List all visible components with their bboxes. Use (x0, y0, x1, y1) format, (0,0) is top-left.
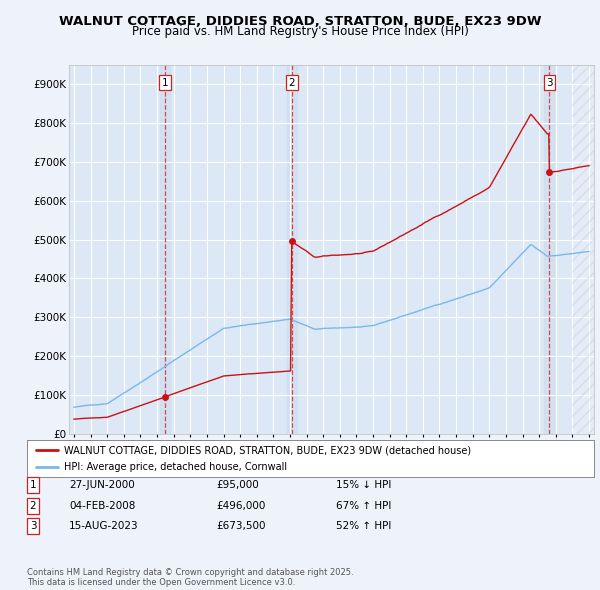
Text: 3: 3 (546, 78, 553, 88)
Text: 1: 1 (162, 78, 169, 88)
Text: WALNUT COTTAGE, DIDDIES ROAD, STRATTON, BUDE, EX23 9DW: WALNUT COTTAGE, DIDDIES ROAD, STRATTON, … (59, 15, 541, 28)
Bar (160, 65, 170, 434)
Bar (287, 65, 296, 434)
Text: 15% ↓ HPI: 15% ↓ HPI (336, 480, 391, 490)
Bar (544, 65, 554, 434)
Text: 27-JUN-2000: 27-JUN-2000 (69, 480, 135, 490)
Text: £673,500: £673,500 (216, 522, 265, 531)
Text: 15-AUG-2023: 15-AUG-2023 (69, 522, 139, 531)
Text: £496,000: £496,000 (216, 501, 265, 510)
Text: WALNUT COTTAGE, DIDDIES ROAD, STRATTON, BUDE, EX23 9DW (detached house): WALNUT COTTAGE, DIDDIES ROAD, STRATTON, … (64, 445, 471, 455)
Text: HPI: Average price, detached house, Cornwall: HPI: Average price, detached house, Corn… (64, 462, 287, 472)
Text: Contains HM Land Registry data © Crown copyright and database right 2025.
This d: Contains HM Land Registry data © Crown c… (27, 568, 353, 587)
Text: 04-FEB-2008: 04-FEB-2008 (69, 501, 136, 510)
Bar (572, 65, 600, 434)
Text: 2: 2 (29, 501, 37, 510)
Text: 3: 3 (29, 522, 37, 531)
Text: 1: 1 (29, 480, 37, 490)
Text: 67% ↑ HPI: 67% ↑ HPI (336, 501, 391, 510)
Text: 52% ↑ HPI: 52% ↑ HPI (336, 522, 391, 531)
Text: Price paid vs. HM Land Registry's House Price Index (HPI): Price paid vs. HM Land Registry's House … (131, 25, 469, 38)
Text: 2: 2 (289, 78, 295, 88)
Text: £95,000: £95,000 (216, 480, 259, 490)
